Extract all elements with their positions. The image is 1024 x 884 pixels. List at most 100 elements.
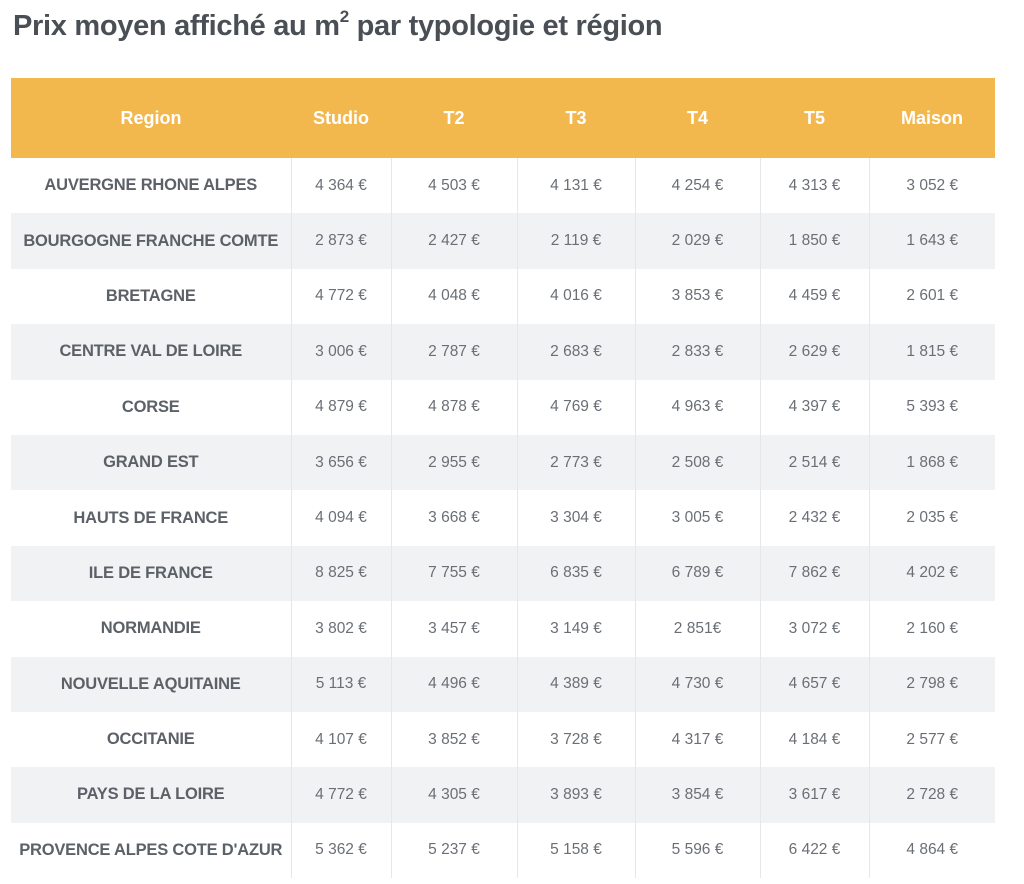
t3-cell: 5 158 € bbox=[517, 822, 636, 879]
region-cell: HAUTS DE FRANCE bbox=[11, 490, 292, 546]
header-t4: T4 bbox=[686, 107, 708, 128]
table-row: ILE DE FRANCE 8 825 €7 755 €6 835 €6 789 … bbox=[11, 545, 995, 602]
studio-cell: 2 873 € bbox=[291, 213, 392, 269]
studio-cell: 5 362 € bbox=[291, 822, 392, 879]
t2-cell: 5 237 € bbox=[391, 822, 518, 879]
t5-cell: 4 397 € bbox=[760, 379, 870, 435]
region-cell: OCCITANIE bbox=[11, 711, 292, 768]
t2-cell: 2 955 € bbox=[391, 434, 518, 491]
t5-cell: 1 850 € bbox=[760, 213, 870, 269]
studio-cell: 4 772 € bbox=[291, 268, 392, 325]
table-row: OCCITANIE 4 107 €3 852 €3 728 €4 317 €4 1… bbox=[11, 711, 995, 768]
t4-cell: 2 029 € bbox=[635, 213, 761, 269]
maison-cell: 2 798 € bbox=[906, 675, 959, 693]
page-title-superscript: 2 bbox=[339, 7, 349, 27]
t4-cell: 2 833 € bbox=[635, 324, 761, 380]
t4-cell: 2 851€ bbox=[635, 601, 761, 657]
t5-cell: 4 313 € bbox=[760, 158, 870, 214]
t2-cell: 3 457 € bbox=[391, 601, 518, 657]
studio-cell: 4 107 € bbox=[291, 711, 392, 768]
t3-cell: 6 835 € bbox=[517, 545, 636, 602]
table-row: BRETAGNE 4 772 €4 048 €4 016 €3 853 €4 45… bbox=[11, 268, 995, 325]
t4-cell: 4 730 € bbox=[635, 656, 761, 712]
t4-cell: 3 853 € bbox=[635, 268, 761, 325]
studio-cell: 4 772 € bbox=[291, 767, 392, 823]
t3-cell: 3 893 € bbox=[517, 767, 636, 823]
t2-cell: 4 496 € bbox=[391, 656, 518, 712]
maison-cell: 3 052 € bbox=[906, 176, 959, 194]
t5-cell: 2 514 € bbox=[760, 434, 870, 491]
t4-cell: 3 854 € bbox=[635, 767, 761, 823]
studio-cell: 4 094 € bbox=[291, 490, 392, 546]
table-row: PAYS DE LA LOIRE 4 772 €4 305 €3 893 €3 8… bbox=[11, 767, 995, 823]
table-header-row: Region Studio T2 T3 T4 T5 Maison bbox=[11, 78, 995, 158]
t3-cell: 4 131 € bbox=[517, 158, 636, 214]
t3-cell: 2 119 € bbox=[517, 213, 636, 269]
t2-cell: 4 048 € bbox=[391, 268, 518, 325]
t2-cell: 4 503 € bbox=[391, 158, 518, 214]
t2-cell: 4 305 € bbox=[391, 767, 518, 823]
t5-cell: 4 184 € bbox=[760, 711, 870, 768]
table-row: HAUTS DE FRANCE 4 094 €3 668 €3 304 €3 00… bbox=[11, 490, 995, 546]
table-row: BOURGOGNE FRANCHE COMTE 2 873 €2 427 €2 1… bbox=[11, 213, 995, 269]
region-cell: CORSE bbox=[11, 379, 292, 435]
t3-cell: 2 773 € bbox=[517, 434, 636, 491]
region-cell: BRETAGNE bbox=[11, 268, 292, 325]
t5-cell: 3 072 € bbox=[760, 601, 870, 657]
t5-cell: 4 459 € bbox=[760, 268, 870, 325]
studio-cell: 3 006 € bbox=[291, 324, 392, 380]
t2-cell: 2 787 € bbox=[391, 324, 518, 380]
table-body: AUVERGNE RHONE ALPES 4 364 €4 503 €4 131 … bbox=[11, 158, 995, 879]
t3-cell: 4 769 € bbox=[517, 379, 636, 435]
table-row: PROVENCE ALPES COTE D'AZUR 5 362 €5 237 €… bbox=[11, 822, 995, 879]
t2-cell: 3 668 € bbox=[391, 490, 518, 546]
table-row: GRAND EST 3 656 €2 955 €2 773 €2 508 €2 5… bbox=[11, 434, 995, 491]
t4-cell: 4 963 € bbox=[635, 379, 761, 435]
t5-cell: 2 629 € bbox=[760, 324, 870, 380]
header-maison: Maison bbox=[900, 107, 963, 128]
table-row: NORMANDIE 3 802 €3 457 €3 149 €2 851€ 3 07… bbox=[11, 601, 995, 657]
table-row: AUVERGNE RHONE ALPES 4 364 €4 503 €4 131 … bbox=[11, 158, 995, 214]
header-t2: T2 bbox=[443, 107, 465, 128]
maison-cell: 5 393 € bbox=[906, 398, 959, 416]
region-cell: BOURGOGNE FRANCHE COMTE bbox=[11, 213, 292, 269]
maison-cell: 2 035 € bbox=[906, 509, 959, 527]
header-region: Region bbox=[120, 107, 182, 128]
header-t3: T3 bbox=[565, 107, 587, 128]
region-cell: PROVENCE ALPES COTE D'AZUR bbox=[11, 822, 292, 879]
t2-cell: 3 852 € bbox=[391, 711, 518, 768]
page-title-text: Prix moyen affiché au m bbox=[13, 10, 340, 42]
t5-cell: 7 862 € bbox=[760, 545, 870, 602]
page-title: Prix moyen affiché au m2 par typologie e… bbox=[13, 7, 663, 44]
region-cell: NOUVELLE AQUITAINE bbox=[11, 656, 292, 712]
studio-cell: 3 802 € bbox=[291, 601, 392, 657]
maison-cell: 2 601 € bbox=[906, 287, 959, 305]
region-cell: AUVERGNE RHONE ALPES bbox=[11, 158, 292, 214]
t2-cell: 2 427 € bbox=[391, 213, 518, 269]
header-t5: T5 bbox=[803, 107, 825, 128]
t4-cell: 3 005 € bbox=[635, 490, 761, 546]
studio-cell: 4 879 € bbox=[291, 379, 392, 435]
table-row: CORSE 4 879 €4 878 €4 769 €4 963 €4 397 €… bbox=[11, 379, 995, 435]
maison-cell: 4 864 € bbox=[906, 841, 959, 859]
t4-cell: 6 789 € bbox=[635, 545, 761, 602]
table-row: NOUVELLE AQUITAINE 5 113 €4 496 €4 389 €4… bbox=[11, 656, 995, 712]
region-cell: CENTRE VAL DE LOIRE bbox=[11, 324, 292, 380]
maison-cell: 1 815 € bbox=[906, 342, 959, 360]
t2-cell: 4 878 € bbox=[391, 379, 518, 435]
maison-cell: 2 160 € bbox=[906, 619, 959, 637]
t3-cell: 3 149 € bbox=[517, 601, 636, 657]
t5-cell: 6 422 € bbox=[760, 822, 870, 879]
t4-cell: 4 254 € bbox=[635, 158, 761, 214]
t4-cell: 5 596 € bbox=[635, 822, 761, 879]
t5-cell: 2 432 € bbox=[760, 490, 870, 546]
maison-cell: 2 577 € bbox=[906, 730, 959, 748]
region-cell: NORMANDIE bbox=[11, 601, 292, 657]
t4-cell: 2 508 € bbox=[635, 434, 761, 491]
t3-cell: 3 304 € bbox=[517, 490, 636, 546]
t3-cell: 4 389 € bbox=[517, 656, 636, 712]
region-cell: PAYS DE LA LOIRE bbox=[11, 767, 292, 823]
studio-cell: 5 113 € bbox=[291, 656, 392, 712]
t3-cell: 4 016 € bbox=[517, 268, 636, 325]
t3-cell: 2 683 € bbox=[517, 324, 636, 380]
